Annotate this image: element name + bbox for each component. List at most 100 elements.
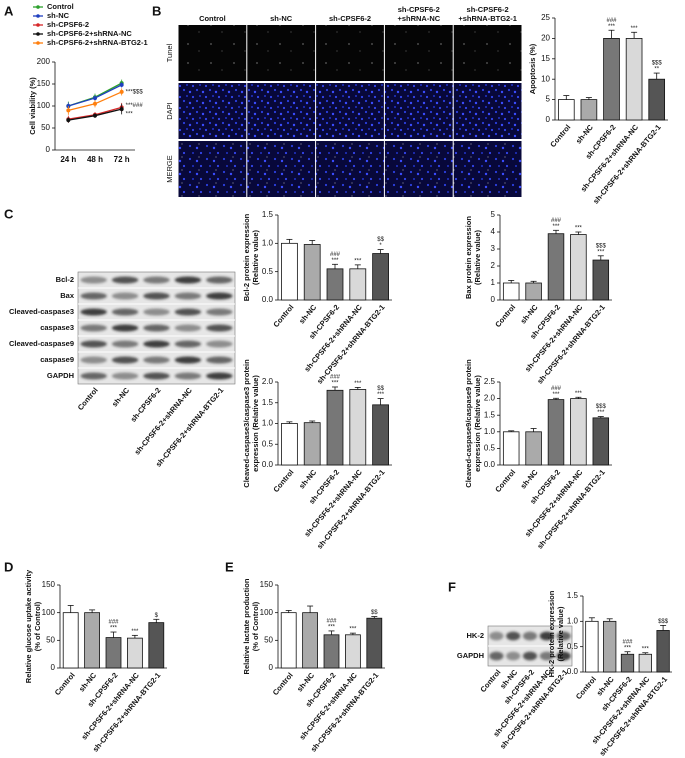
y-axis-label: (Relative value) <box>556 606 565 662</box>
blot-band <box>506 631 521 641</box>
lane-label: Control <box>76 386 100 412</box>
micrograph <box>247 83 316 139</box>
panel-letter: D <box>4 559 13 574</box>
y-tick-label: 1.5 <box>262 210 274 219</box>
y-tick-label: 0 <box>51 663 56 672</box>
y-tick-label: 3 <box>491 244 496 253</box>
x-tick-label: Control <box>271 468 295 494</box>
band-label: caspase9 <box>40 355 74 364</box>
bar <box>323 634 340 669</box>
y-axis-label: (% of Control) <box>33 601 42 651</box>
bar <box>603 38 620 121</box>
panel-letter: E <box>225 559 234 574</box>
significance-label: *** <box>631 26 639 32</box>
bar <box>580 99 598 121</box>
significance-label: *** <box>575 226 583 232</box>
bar <box>62 612 79 669</box>
y-tick-label: 0.0 <box>567 667 579 676</box>
significance-label: *** <box>597 249 605 255</box>
blot-band <box>174 308 202 316</box>
point <box>119 89 124 94</box>
y-axis-label: Bcl-2 protein expression <box>242 213 251 301</box>
lane-label: sh-CPSF6-2+shRNA-BTG2-1 <box>154 386 226 469</box>
band-label: Cleaved-caspase9 <box>9 339 74 348</box>
y-axis-label: (Relative value) <box>473 229 482 285</box>
bar <box>625 38 643 121</box>
significance-label: *** <box>624 645 632 651</box>
lane-label: sh-CPSF6-2+shRNA-NC <box>133 385 195 456</box>
bar <box>127 637 143 669</box>
bar <box>84 612 100 669</box>
significance-label: ### <box>330 375 341 381</box>
significance-label: * <box>379 243 382 249</box>
y-tick-label: 150 <box>37 79 51 88</box>
blot-band <box>111 324 139 332</box>
significance-label: ### <box>622 639 633 645</box>
bar <box>349 389 367 466</box>
y-tick-label: 1.5 <box>567 591 579 600</box>
band-label: Bax <box>60 291 75 300</box>
x-tick-label: sh-NC <box>297 302 318 325</box>
band-label: GAPDH <box>457 651 484 660</box>
legend-marker <box>36 5 40 9</box>
bar <box>585 620 599 673</box>
x-tick-label: sh-NC <box>519 467 540 490</box>
significance-label: *** <box>575 391 583 397</box>
lane-label: sh-CPSF6-2 <box>129 386 163 424</box>
blot-band <box>111 340 139 348</box>
micrograph <box>316 141 384 197</box>
blot-band <box>174 292 202 300</box>
legend-marker <box>36 14 40 18</box>
x-tick-label: sh-NC <box>519 302 540 325</box>
y-tick-label: 1.5 <box>262 398 274 407</box>
blot-band <box>143 372 170 380</box>
y-tick-label: 100 <box>42 608 56 617</box>
blot-band <box>506 651 521 661</box>
y-tick-label: 2.0 <box>262 377 274 386</box>
significance-label: *** <box>354 381 362 387</box>
micrograph <box>178 25 247 81</box>
significance-label: *** <box>349 627 357 633</box>
column-label: sh-CPSF6-2 <box>467 5 509 14</box>
y-tick-label: 50 <box>46 635 55 644</box>
bar <box>302 612 318 669</box>
panel-letter: F <box>448 579 456 594</box>
significance-label: ### <box>551 386 562 392</box>
lane-label: sh-NC <box>110 385 131 408</box>
point <box>119 107 124 112</box>
significance-label: $$$ <box>596 243 607 249</box>
legend-label: sh-CPSF6-2+shRNA-NC <box>47 29 132 38</box>
blot-band <box>489 651 504 661</box>
blot-band <box>143 308 170 316</box>
bar <box>345 634 361 669</box>
y-axis-label: Cleaved-caspase3/caspase3 protein <box>242 359 251 488</box>
bar <box>281 423 298 466</box>
significance-label: *** <box>377 392 385 398</box>
bar <box>349 268 367 301</box>
significance-label: $$$ <box>596 404 607 410</box>
y-axis-label: expression (Relative value) <box>251 375 260 472</box>
blot-band <box>174 356 202 364</box>
blot-band <box>80 292 107 300</box>
micrograph <box>247 25 316 81</box>
bar <box>326 389 344 466</box>
point <box>66 108 71 113</box>
y-tick-label: 10 <box>541 74 550 83</box>
y-tick-label: 0.0 <box>262 295 274 304</box>
significance-label: *** <box>642 646 650 652</box>
band-label: GAPDH <box>47 371 74 380</box>
micrograph <box>178 141 247 197</box>
x-tick-label: sh-NC <box>297 467 318 490</box>
significance-label: *** <box>331 258 339 264</box>
bar <box>656 630 670 673</box>
y-tick-label: 15 <box>541 54 550 63</box>
bar <box>592 417 610 466</box>
point <box>93 113 97 118</box>
blot-band <box>489 631 504 641</box>
bar <box>502 431 520 466</box>
bar <box>372 253 389 301</box>
blot-band <box>143 340 170 348</box>
bar <box>326 268 344 301</box>
micrograph <box>316 83 384 139</box>
y-tick-label: 50 <box>264 635 273 644</box>
